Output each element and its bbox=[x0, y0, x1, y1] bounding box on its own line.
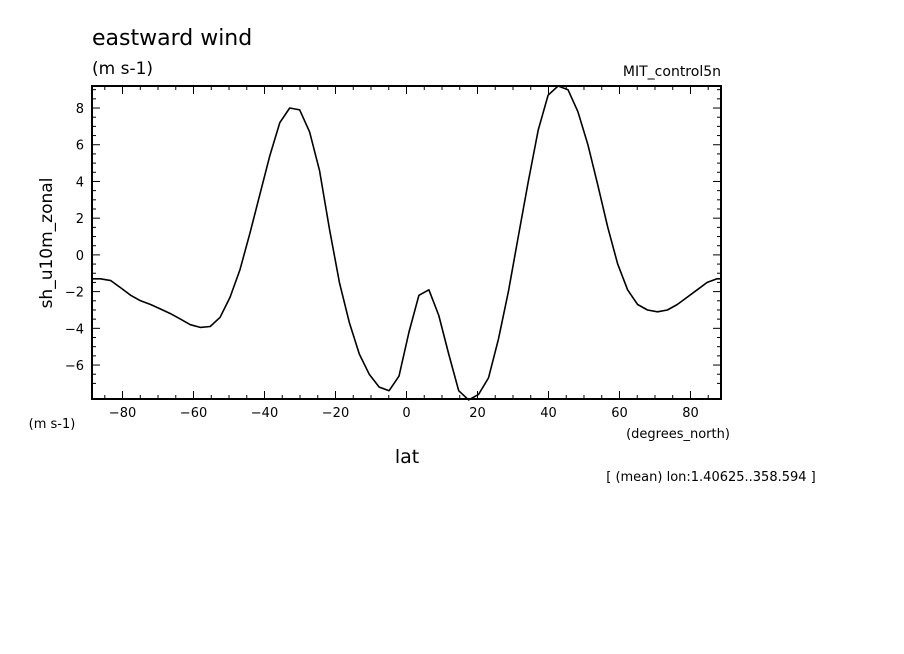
x-axis-units: (degrees_north) bbox=[626, 427, 730, 442]
dataset-label: MIT_control5n bbox=[623, 64, 721, 80]
x-tick-label: 40 bbox=[540, 406, 557, 421]
x-tick-label: 20 bbox=[469, 406, 486, 421]
x-tick-label: 80 bbox=[682, 406, 699, 421]
y-tick-label: −6 bbox=[65, 359, 84, 374]
plot-frame bbox=[91, 85, 722, 400]
y-axis-units: (m s-1) bbox=[29, 417, 76, 432]
y-tick-label: 4 bbox=[76, 175, 84, 190]
x-tick-label: −60 bbox=[180, 406, 207, 421]
x-tick-label: 0 bbox=[402, 406, 410, 421]
y-tick-label: 8 bbox=[76, 102, 84, 117]
y-tick-label: −4 bbox=[65, 322, 84, 337]
series-line bbox=[92, 85, 721, 401]
x-tick-label: −40 bbox=[251, 406, 278, 421]
y-tick-label: 0 bbox=[76, 249, 84, 264]
y-tick-label: −2 bbox=[65, 286, 84, 301]
y-tick-label: 2 bbox=[76, 212, 84, 227]
axis-ticks bbox=[92, 86, 721, 399]
y-axis-label: sh_u10m_zonal bbox=[37, 178, 57, 309]
y-tick-label: 6 bbox=[76, 139, 84, 154]
x-tick-label: 60 bbox=[611, 406, 628, 421]
x-axis-label: lat bbox=[395, 446, 419, 468]
x-tick-label: −80 bbox=[109, 406, 136, 421]
x-tick-label: −20 bbox=[322, 406, 349, 421]
data-series bbox=[92, 85, 721, 401]
chart-subtitle-units: (m s-1) bbox=[92, 59, 153, 79]
chart-title: eastward wind bbox=[92, 26, 252, 51]
footnote-averaging: [ (mean) lon:1.40625..358.594 ] bbox=[606, 470, 816, 485]
